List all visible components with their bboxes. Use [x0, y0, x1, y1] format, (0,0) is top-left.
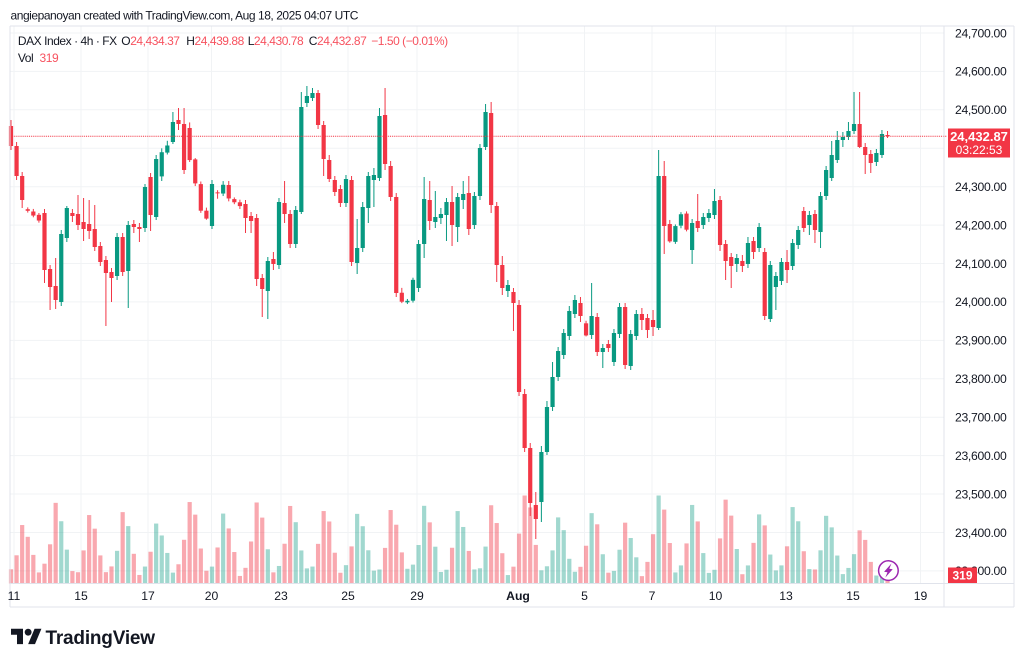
- svg-text:20: 20: [205, 589, 219, 603]
- svg-text:03:22:53: 03:22:53: [956, 143, 1003, 157]
- svg-text:19: 19: [914, 589, 928, 603]
- svg-text:Vol: Vol: [18, 51, 33, 65]
- svg-text:7: 7: [649, 589, 656, 603]
- svg-text:24,500.00: 24,500.00: [955, 103, 1007, 117]
- svg-text:23,500.00: 23,500.00: [955, 487, 1007, 501]
- svg-text:DAX Index · 4h · FX: DAX Index · 4h · FX: [18, 34, 117, 48]
- svg-text:C24,432.87: C24,432.87: [309, 34, 367, 48]
- svg-text:15: 15: [74, 589, 88, 603]
- svg-text:24,700.00: 24,700.00: [955, 26, 1007, 40]
- svg-text:23,800.00: 23,800.00: [955, 372, 1007, 386]
- svg-text:TradingView: TradingView: [46, 628, 156, 649]
- svg-text:24,200.00: 24,200.00: [955, 218, 1007, 232]
- svg-text:23: 23: [274, 589, 288, 603]
- svg-text:10: 10: [709, 589, 723, 603]
- svg-text:15: 15: [846, 589, 860, 603]
- svg-text:−1.50 (−0.01%): −1.50 (−0.01%): [371, 34, 448, 48]
- svg-text:23,600.00: 23,600.00: [955, 449, 1007, 463]
- svg-text:Aug: Aug: [506, 589, 530, 603]
- svg-text:319: 319: [40, 51, 59, 65]
- svg-text:29: 29: [410, 589, 424, 603]
- svg-text:L24,430.78: L24,430.78: [248, 34, 304, 48]
- svg-text:5: 5: [581, 589, 588, 603]
- svg-text:13: 13: [779, 589, 793, 603]
- svg-text:23,400.00: 23,400.00: [955, 526, 1007, 540]
- svg-text:24,300.00: 24,300.00: [955, 180, 1007, 194]
- svg-text:319: 319: [952, 569, 972, 583]
- svg-text:11: 11: [8, 589, 21, 603]
- svg-text:23,700.00: 23,700.00: [955, 411, 1007, 425]
- svg-text:O24,434.37: O24,434.37: [121, 34, 180, 48]
- svg-text:angiepanoyan created with Trad: angiepanoyan created with TradingView.co…: [11, 9, 359, 23]
- svg-text:24,432.87: 24,432.87: [950, 129, 1008, 144]
- svg-text:24,000.00: 24,000.00: [955, 295, 1007, 309]
- svg-text:24,100.00: 24,100.00: [955, 257, 1007, 271]
- svg-text:17: 17: [141, 589, 155, 603]
- svg-text:H24,439.88: H24,439.88: [186, 34, 244, 48]
- svg-text:25: 25: [341, 589, 355, 603]
- svg-text:23,900.00: 23,900.00: [955, 334, 1007, 348]
- svg-text:24,600.00: 24,600.00: [955, 65, 1007, 79]
